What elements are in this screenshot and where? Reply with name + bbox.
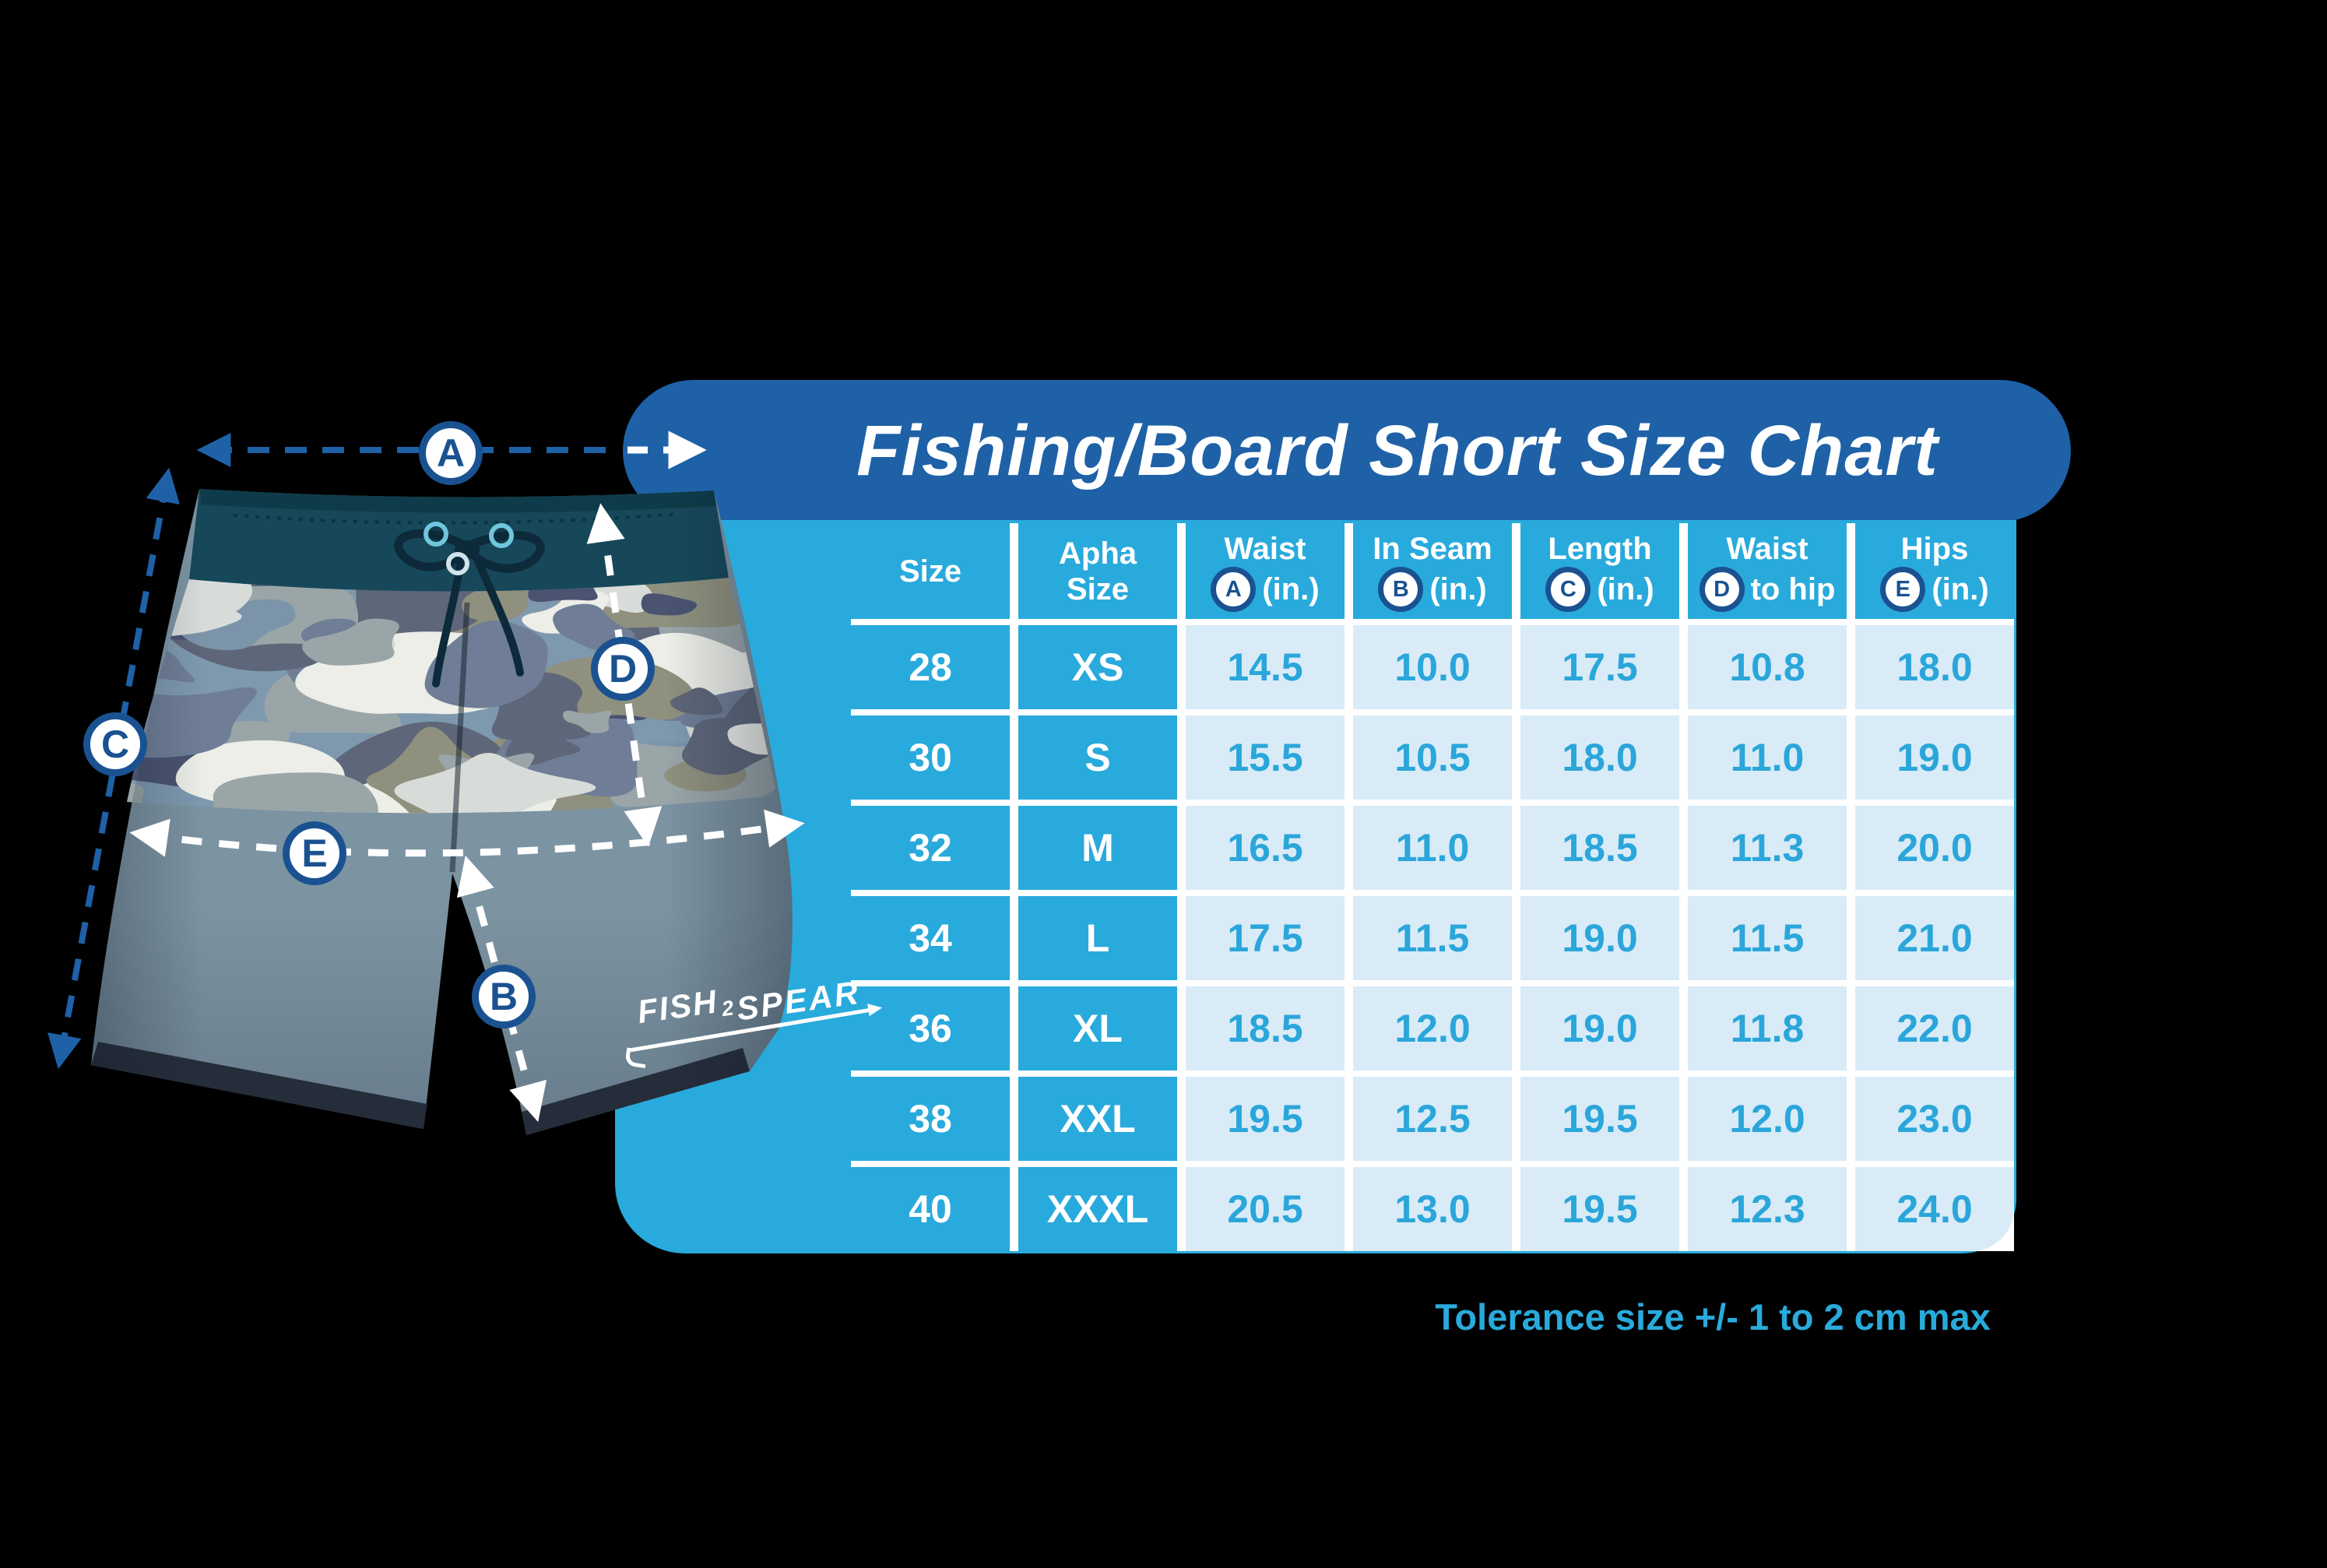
alpha-size-cell: M <box>1018 806 1177 890</box>
alpha-size-cell: L <box>1018 896 1177 980</box>
eyelet <box>446 552 469 575</box>
waist-to-hip-cell: 10.8 <box>1688 625 1847 709</box>
size-cell: 40 <box>851 1167 1010 1251</box>
length-cell: 19.5 <box>1520 1167 1679 1251</box>
measure-badge-e-header: E <box>1880 566 1926 612</box>
waist-to-hip-cell: 11.5 <box>1688 896 1847 980</box>
col-header-size: Size <box>851 523 1010 619</box>
waist-cell: 16.5 <box>1186 806 1345 890</box>
waist-to-hip-cell: 11.0 <box>1688 715 1847 800</box>
measure-badge-b: B <box>472 965 536 1028</box>
eyelet <box>489 523 514 548</box>
waist-to-hip-cell: 12.3 <box>1688 1167 1847 1251</box>
alpha-size-cell: XXXL <box>1018 1167 1177 1251</box>
measure-badge-a-header: A <box>1211 566 1257 612</box>
size-cell: 34 <box>851 896 1010 980</box>
inseam-cell: 10.5 <box>1353 715 1512 800</box>
measure-badge-b-header: B <box>1378 566 1424 612</box>
alpha-size-cell: XXL <box>1018 1077 1177 1161</box>
length-cell: 19.0 <box>1520 986 1679 1071</box>
length-cell: 19.0 <box>1520 896 1679 980</box>
waist-cell: 14.5 <box>1186 625 1345 709</box>
waist-to-hip-cell: 11.8 <box>1688 986 1847 1071</box>
drawstring <box>394 529 545 687</box>
inseam-cell: 12.5 <box>1353 1077 1512 1161</box>
title-bar: Fishing/Board Short Size Chart <box>623 380 2071 522</box>
inseam-cell: 11.0 <box>1353 806 1512 890</box>
logo-word-2: 2 <box>720 996 736 1021</box>
alpha-size-cell: S <box>1018 715 1177 800</box>
measure-badge-d: D <box>591 637 655 701</box>
measure-badge-e: E <box>283 821 346 885</box>
col-header-waist: Waist A (in.) <box>1186 523 1345 619</box>
size-cell: 32 <box>851 806 1010 890</box>
tolerance-note: Tolerance size +/- 1 to 2 cm max <box>1435 1296 1991 1338</box>
waist-to-hip-cell: 12.0 <box>1688 1077 1847 1161</box>
hips-cell: 24.0 <box>1855 1167 2014 1251</box>
measure-badge-d-header: D <box>1699 566 1745 612</box>
size-chart-table: Size Apha Size Waist A (in.) In Seam B (in… <box>851 523 2014 1251</box>
waist-cell: 20.5 <box>1186 1167 1345 1251</box>
measure-badge-c: C <box>83 712 147 776</box>
eyelet <box>424 522 448 547</box>
waist-to-hip-cell: 11.3 <box>1688 806 1847 890</box>
alpha-size-cell: XL <box>1018 986 1177 1071</box>
length-cell: 18.5 <box>1520 806 1679 890</box>
hips-cell: 18.0 <box>1855 625 2014 709</box>
left-leg-hem <box>91 1042 427 1129</box>
length-cell: 19.5 <box>1520 1077 1679 1161</box>
hips-cell: 19.0 <box>1855 715 2014 800</box>
col-header-alpha-size: Apha Size <box>1018 523 1177 619</box>
inseam-cell: 13.0 <box>1353 1167 1512 1251</box>
hips-cell: 22.0 <box>1855 986 2014 1071</box>
alpha-size-cell: XS <box>1018 625 1177 709</box>
size-cell: 38 <box>851 1077 1010 1161</box>
waist-cell: 19.5 <box>1186 1077 1345 1161</box>
hips-cell: 21.0 <box>1855 896 2014 980</box>
length-cell: 17.5 <box>1520 625 1679 709</box>
col-header-length: Length C (in.) <box>1520 523 1679 619</box>
inseam-cell: 10.0 <box>1353 625 1512 709</box>
inseam-cell: 12.0 <box>1353 986 1512 1071</box>
waist-cell: 17.5 <box>1186 896 1345 980</box>
page-title: Fishing/Board Short Size Chart <box>856 410 1939 490</box>
inseam-cell: 11.5 <box>1353 896 1512 980</box>
waist-cell: 18.5 <box>1186 986 1345 1071</box>
measure-badge-a: A <box>419 421 483 485</box>
col-header-hips: Hips E (in.) <box>1855 523 2014 619</box>
measure-badge-c-header: C <box>1545 566 1591 612</box>
waist-cell: 15.5 <box>1186 715 1345 800</box>
size-cell: 28 <box>851 625 1010 709</box>
col-header-inseam: In Seam B (in.) <box>1353 523 1512 619</box>
size-cell: 30 <box>851 715 1010 800</box>
hips-cell: 23.0 <box>1855 1077 2014 1161</box>
hips-cell: 20.0 <box>1855 806 2014 890</box>
length-cell: 18.0 <box>1520 715 1679 800</box>
size-cell: 36 <box>851 986 1010 1071</box>
